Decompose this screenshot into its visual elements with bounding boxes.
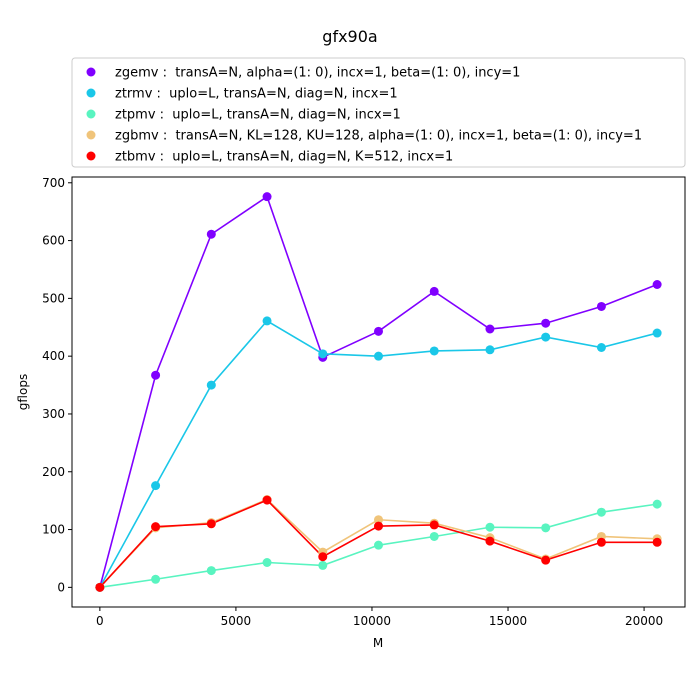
data-point [596, 507, 606, 517]
data-point [151, 370, 161, 380]
legend-entry-label: zgbmv : transA=N, KL=128, KU=128, alpha=… [115, 129, 642, 144]
data-point [206, 519, 216, 529]
data-point [429, 286, 439, 296]
data-point [374, 515, 383, 525]
x-tick-label: 0 [96, 614, 104, 628]
data-point [652, 499, 662, 509]
legend-entry-label: ztrmv : uplo=L, transA=N, diag=N, incx=1 [115, 87, 398, 102]
legend-frame [71, 57, 686, 168]
y-tick-label: 500 [42, 291, 65, 305]
y-tick-label: 300 [42, 407, 65, 421]
legend-marker [86, 130, 96, 140]
legend-marker [86, 109, 96, 119]
data-point [374, 326, 383, 336]
x-tick-label: 15000 [489, 614, 527, 628]
data-point [429, 531, 439, 541]
chart-title: gfx90a [322, 27, 377, 46]
data-point [485, 536, 495, 546]
data-point [374, 521, 383, 531]
data-point [485, 324, 495, 334]
y-tick-label: 100 [42, 523, 65, 537]
data-point [151, 522, 161, 532]
data-point [262, 495, 272, 505]
legend-entry-label: ztpmv : uplo=L, transA=N, diag=N, incx=1 [115, 108, 401, 123]
x-axis-label: M [373, 636, 383, 650]
data-point [262, 316, 272, 326]
data-point [485, 345, 495, 355]
data-point [206, 229, 216, 239]
data-point [429, 520, 439, 530]
data-point [596, 537, 606, 547]
data-point [151, 481, 161, 491]
x-axis-ticks: 0 5000 10000 15000 20000 [96, 607, 663, 628]
data-point [318, 552, 328, 562]
data-point [374, 540, 383, 550]
data-point [318, 560, 328, 570]
y-tick-label: 0 [57, 580, 65, 594]
legend: zgemv : transA=N, alpha=(1: 0), incx=1, … [71, 57, 686, 168]
data-point [318, 349, 328, 359]
data-point [206, 566, 216, 576]
data-point [596, 301, 606, 311]
data-point [652, 280, 662, 289]
y-axis-ticks: 0 100 200 300 400 500 600 700 [42, 176, 72, 594]
data-point [262, 557, 272, 567]
data-point [596, 342, 606, 352]
legend-marker [86, 67, 96, 77]
x-tick-label: 10000 [353, 614, 391, 628]
y-tick-label: 600 [42, 234, 65, 248]
data-point [262, 192, 272, 202]
plot-area: 0 5000 10000 15000 20000 0 100 200 300 400 500 600… [42, 176, 686, 628]
x-tick-label: 20000 [625, 614, 663, 628]
data-point [374, 351, 383, 361]
y-tick-label: 700 [42, 176, 65, 190]
data-point [541, 332, 551, 342]
x-tick-label: 5000 [221, 614, 252, 628]
data-point [652, 537, 662, 547]
y-tick-label: 400 [42, 349, 65, 363]
y-axis-label: gflops [16, 374, 30, 410]
data-point [151, 574, 161, 584]
axes-frame [71, 176, 686, 608]
data-point [652, 328, 662, 338]
data-point [429, 346, 439, 356]
data-point [206, 380, 216, 390]
data-point [95, 582, 105, 592]
legend-entry-label: ztbmv : uplo=L, transA=N, diag=N, K=512,… [115, 150, 453, 165]
legend-marker [86, 88, 96, 98]
series-points [95, 192, 662, 592]
legend-marker [86, 151, 96, 161]
data-point [541, 555, 551, 565]
y-tick-label: 200 [42, 465, 65, 479]
legend-entry-label: zgemv : transA=N, alpha=(1: 0), incx=1, … [115, 66, 520, 81]
data-point [541, 318, 551, 328]
data-point [541, 523, 551, 533]
data-point [485, 522, 495, 532]
